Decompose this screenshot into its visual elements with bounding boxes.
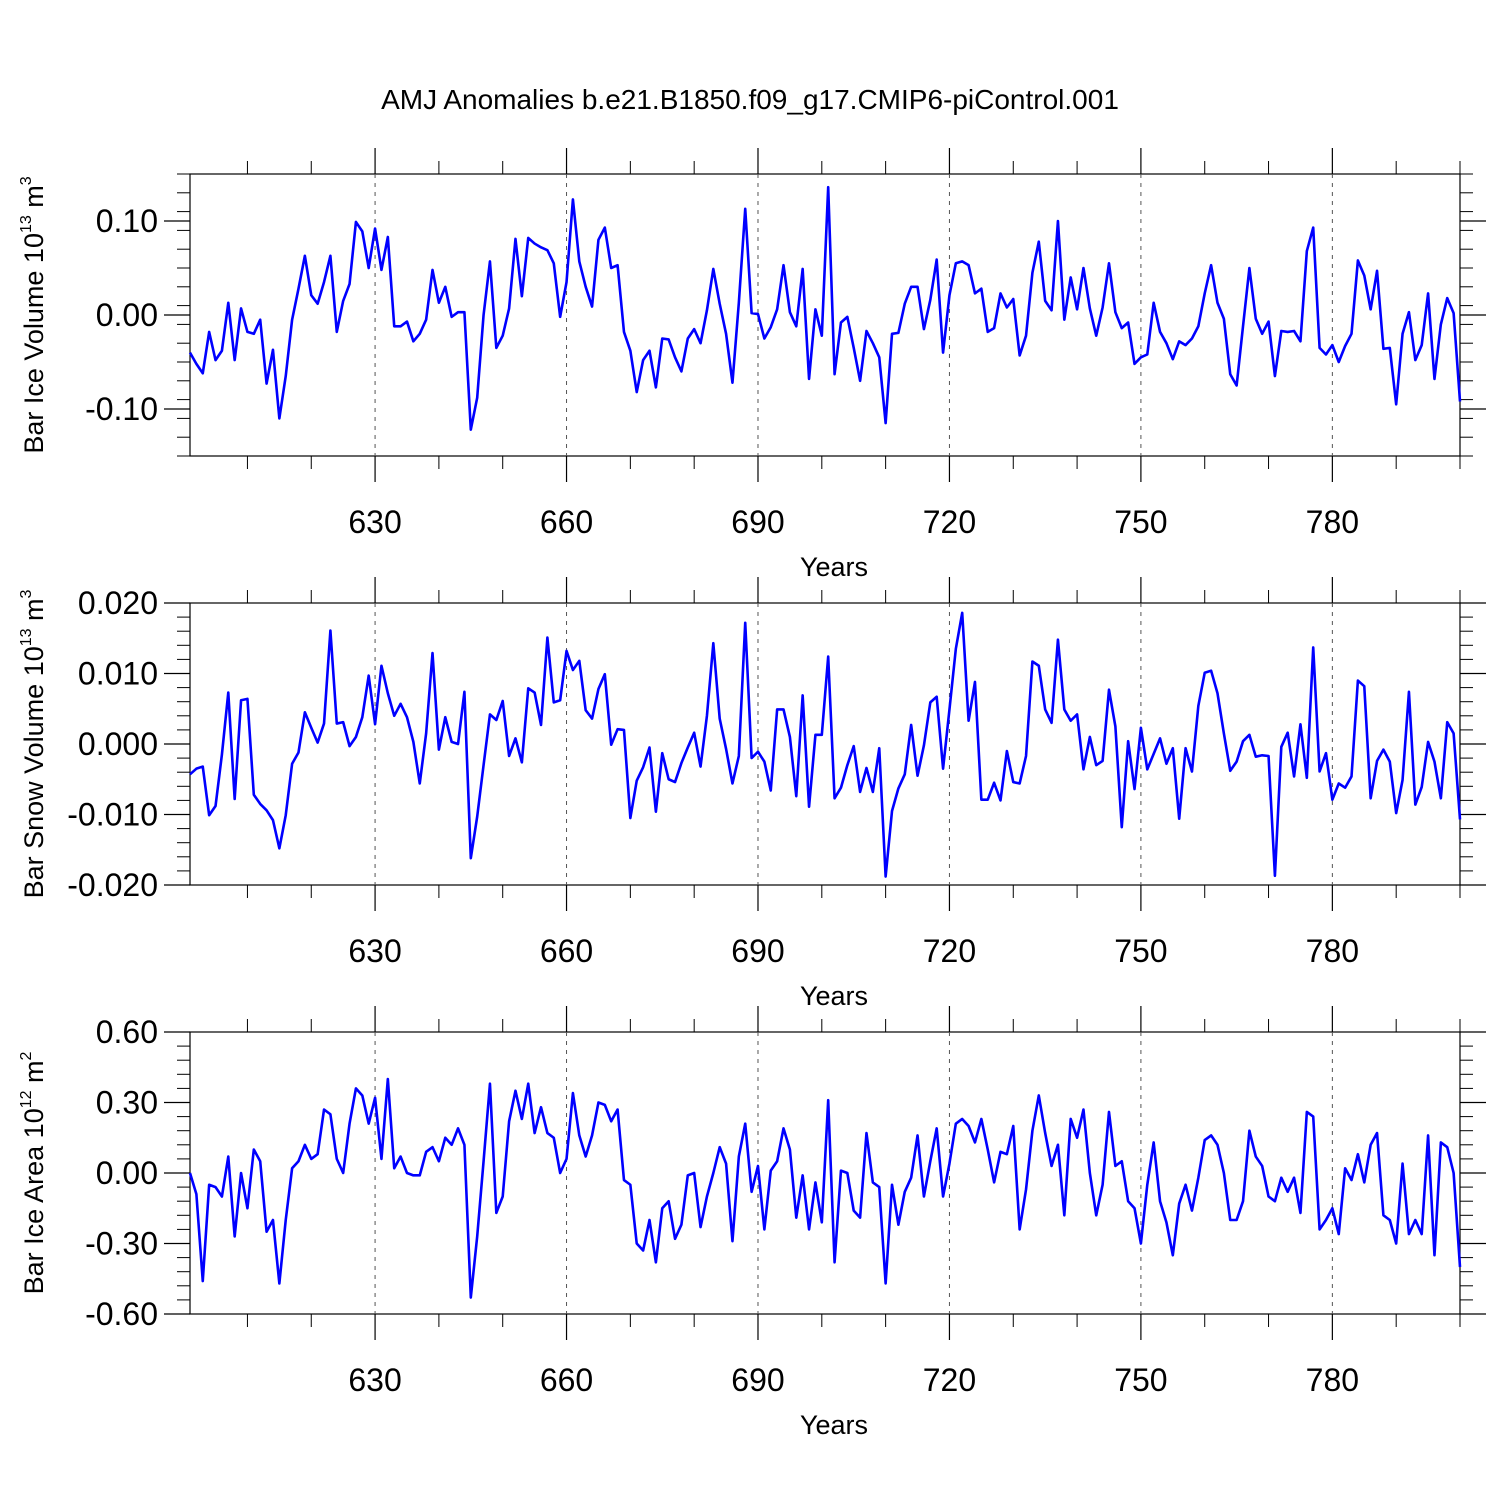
x-axis-title: Years xyxy=(800,1410,868,1440)
y-axis-title-text: Bar Ice Area 10 xyxy=(19,1108,49,1294)
x-tick-label: 660 xyxy=(540,1362,593,1398)
x-tick-label: 750 xyxy=(1114,933,1167,969)
series-line xyxy=(188,1077,1462,1299)
y-axis-title-text: Bar Snow Volume 10 xyxy=(19,646,49,898)
x-tick-label: 630 xyxy=(348,933,401,969)
y-tick-label: 0.010 xyxy=(78,656,158,692)
y-axis-title-text: Bar Ice Volume 10 xyxy=(19,233,49,454)
figure-title: AMJ Anomalies b.e21.B1850.f09_g17.CMIP6-… xyxy=(381,84,1119,115)
x-tick-label: 630 xyxy=(348,1362,401,1398)
y-axis-title-exponent: 12 xyxy=(18,1090,35,1108)
series-line xyxy=(188,185,1462,431)
x-tick-label: 690 xyxy=(731,1362,784,1398)
y-axis-title-unit-exponent: 2 xyxy=(18,1051,35,1060)
y-axis-title: Bar Ice Area 1012 m2 xyxy=(18,1051,49,1294)
y-tick-label: 0.020 xyxy=(78,585,158,621)
panel-1: 630 660 690 720 750 780 -0.10 0.00 0.10 Years Bar … xyxy=(18,148,1486,582)
panel-2: 630 660 690 720 750 780 -0.020 -0.010 0.000 0.010… xyxy=(18,577,1486,1011)
x-tick-label: 780 xyxy=(1306,1362,1359,1398)
y-tick-label: 0.10 xyxy=(96,203,158,239)
x-tick-label: 780 xyxy=(1306,504,1359,540)
y-tick-label: 0.30 xyxy=(96,1085,158,1121)
x-tick-label: 690 xyxy=(731,933,784,969)
x-tick-label: 660 xyxy=(540,504,593,540)
y-tick-label: 0.00 xyxy=(96,1155,158,1191)
x-tick-label: 630 xyxy=(348,504,401,540)
y-axis-title-exponent: 13 xyxy=(18,215,35,233)
x-tick-label: 750 xyxy=(1114,1362,1167,1398)
x-tick-label: 720 xyxy=(923,933,976,969)
x-axis-title: Years xyxy=(800,981,868,1011)
y-tick-label: -0.60 xyxy=(85,1296,158,1332)
y-tick-label: 0.60 xyxy=(96,1014,158,1050)
x-axis-title: Years xyxy=(800,552,868,582)
x-tick-label: 720 xyxy=(923,504,976,540)
plot-frame xyxy=(189,602,1461,886)
y-axis-title-unit: m xyxy=(19,1060,49,1090)
y-axis-title-unit-exponent: 3 xyxy=(18,589,35,598)
x-tick-label: 720 xyxy=(923,1362,976,1398)
panel-3: 630 660 690 720 750 780 -0.60 -0.30 0.00 0.30 0.60… xyxy=(18,1006,1486,1440)
y-axis-title-exponent: 13 xyxy=(18,628,35,646)
y-axis-title: Bar Snow Volume 1013 m3 xyxy=(18,589,49,898)
x-tick-label: 750 xyxy=(1114,504,1167,540)
y-axis-title-unit: m xyxy=(19,598,49,628)
y-axis-title-unit-exponent: 3 xyxy=(18,176,35,185)
x-tick-label: 690 xyxy=(731,504,784,540)
y-tick-label: -0.10 xyxy=(85,391,158,427)
y-axis-title: Bar Ice Volume 1013 m3 xyxy=(18,176,49,453)
x-tick-label: 780 xyxy=(1306,933,1359,969)
y-tick-label: -0.020 xyxy=(67,867,158,903)
x-tick-label: 660 xyxy=(540,933,593,969)
plot-frame xyxy=(189,173,1461,457)
y-tick-label: 0.00 xyxy=(96,297,158,333)
y-tick-label: -0.30 xyxy=(85,1226,158,1262)
y-axis-title-unit: m xyxy=(19,185,49,215)
y-tick-label: 0.000 xyxy=(78,726,158,762)
series-line xyxy=(189,611,1462,878)
y-tick-label: -0.010 xyxy=(67,797,158,833)
